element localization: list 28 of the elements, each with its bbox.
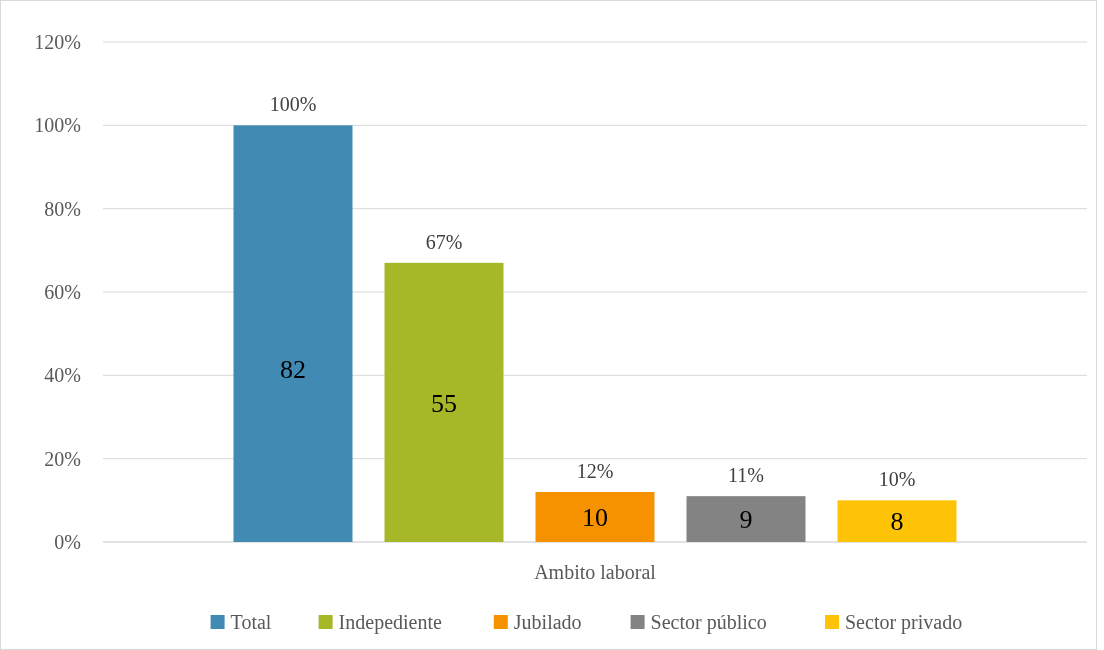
data-label: 10% bbox=[878, 468, 916, 491]
bar bbox=[535, 492, 655, 542]
y-tick-label: 80% bbox=[44, 197, 81, 220]
y-tick-label: 120% bbox=[34, 31, 81, 53]
bar bbox=[837, 500, 957, 542]
bar bbox=[686, 496, 806, 542]
legend-label: Total bbox=[230, 611, 272, 633]
bar bbox=[384, 262, 504, 542]
data-label: 12% bbox=[576, 460, 614, 482]
annotation: 8 bbox=[890, 507, 904, 537]
legend-label: Jubilado bbox=[513, 611, 582, 633]
y-tick-label: 100% bbox=[34, 114, 81, 137]
data-label: 67% bbox=[425, 230, 463, 253]
annotation: 82 bbox=[280, 354, 306, 384]
bar bbox=[233, 125, 353, 542]
legend-label: Indepediente bbox=[338, 611, 442, 634]
y-tick-label: 0% bbox=[54, 531, 81, 553]
y-tick-label: 40% bbox=[44, 364, 81, 387]
annotation: 9 bbox=[739, 505, 753, 535]
legend-label: Sector público bbox=[650, 611, 767, 634]
y-tick-label: 20% bbox=[44, 447, 81, 470]
data-label: 100% bbox=[269, 93, 317, 116]
data-label: 11% bbox=[728, 464, 764, 487]
x-tick-label: Ambito laboral bbox=[534, 561, 657, 583]
annotation: 10 bbox=[582, 503, 608, 533]
y-tick-label: 60% bbox=[44, 281, 81, 303]
annotation: 55 bbox=[431, 388, 457, 418]
legend-label: Sector privado bbox=[845, 611, 963, 634]
